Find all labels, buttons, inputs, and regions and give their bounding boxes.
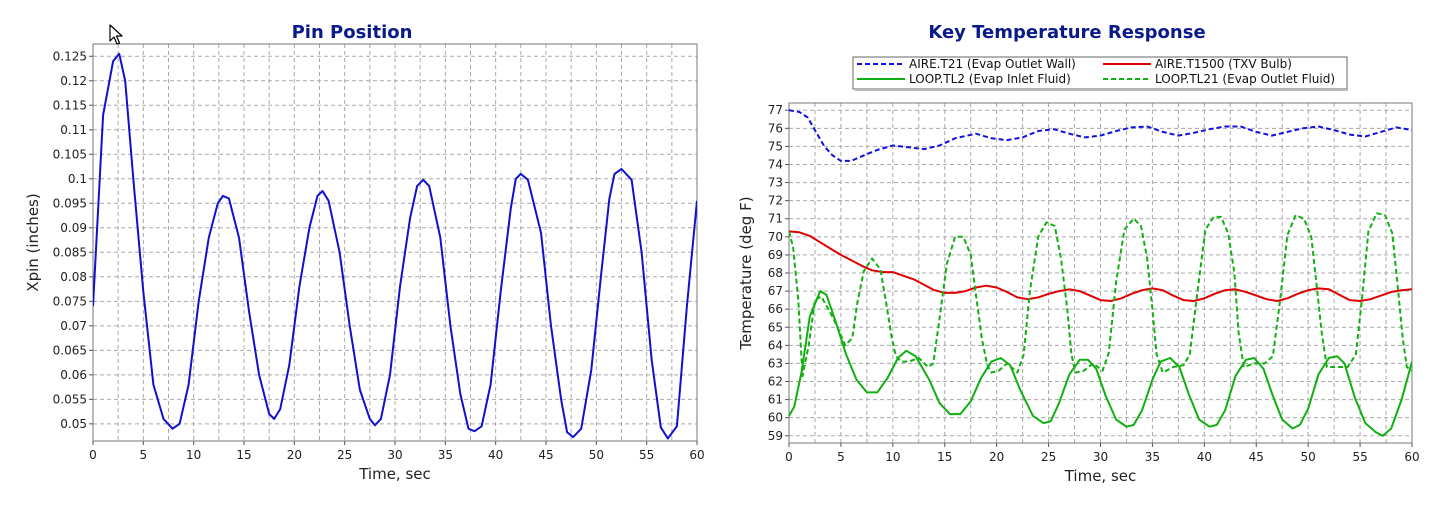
x-tick-label: 45 bbox=[1249, 450, 1264, 464]
x-tick-label: 5 bbox=[837, 450, 845, 464]
y-tick-label: 71 bbox=[768, 212, 783, 226]
y-tick-label: 75 bbox=[768, 139, 783, 153]
pin-position-chart: 0 5 10 15 20 25 30 35 40 45 50 55 60 0.05 0.055 0.06 0.0… bbox=[24, 22, 705, 483]
x-tick-label: 60 bbox=[689, 448, 704, 462]
y-tick-label: 0.095 bbox=[53, 196, 87, 210]
y-tick-label: 0.055 bbox=[53, 392, 87, 406]
y-tick-label: 69 bbox=[768, 248, 783, 262]
chart-title: Pin Position bbox=[292, 22, 413, 43]
y-tick-label: 0.08 bbox=[60, 270, 87, 284]
y-tick-label: 0.11 bbox=[60, 123, 87, 137]
x-tick-label: 10 bbox=[885, 450, 900, 464]
y-tick-label: 0.085 bbox=[53, 245, 87, 259]
y-tick-label: 67 bbox=[768, 284, 783, 298]
y-axis-label: Temperature (deg F) bbox=[737, 196, 755, 350]
y-tick-label: 0.12 bbox=[60, 74, 87, 88]
y-tick-label: 64 bbox=[768, 338, 783, 352]
y-tick-label: 0.09 bbox=[60, 221, 87, 235]
x-tick-label: 35 bbox=[438, 448, 453, 462]
y-tick-label: 0.115 bbox=[53, 98, 87, 112]
y-tick-label: 0.06 bbox=[60, 368, 87, 382]
y-tick-label: 68 bbox=[768, 266, 783, 280]
y-tick-label: 70 bbox=[768, 230, 783, 244]
series-line-aire-t21 bbox=[789, 109, 1412, 162]
y-tick-label: 0.05 bbox=[60, 417, 87, 431]
x-tick-label: 15 bbox=[937, 450, 952, 464]
x-tick-label: 30 bbox=[387, 448, 402, 462]
x-tick-label: 35 bbox=[1145, 450, 1160, 464]
x-tick-label: 60 bbox=[1404, 450, 1419, 464]
x-tick-label: 20 bbox=[989, 450, 1004, 464]
x-tick-label: 0 bbox=[89, 448, 97, 462]
x-tick-label: 50 bbox=[1301, 450, 1316, 464]
legend-label: LOOP.TL21 (Evap Outlet Fluid) bbox=[1155, 72, 1335, 86]
legend-label: LOOP.TL2 (Evap Inlet Fluid) bbox=[909, 72, 1071, 86]
x-tick-label: 50 bbox=[589, 448, 604, 462]
x-tick-label: 45 bbox=[538, 448, 553, 462]
x-tick-label: 15 bbox=[236, 448, 251, 462]
series-line-loop-tl2 bbox=[789, 290, 1412, 437]
legend-label: AIRE.T21 (Evap Outlet Wall) bbox=[909, 57, 1076, 71]
y-tick-label: 63 bbox=[768, 356, 783, 370]
x-tick-label: 55 bbox=[1352, 450, 1367, 464]
y-tick-label: 0.065 bbox=[53, 343, 87, 357]
series-line-loop-tl21 bbox=[789, 212, 1412, 378]
y-tick-label: 65 bbox=[768, 320, 783, 334]
x-tick-label: 25 bbox=[1041, 450, 1056, 464]
y-tick-label: 73 bbox=[768, 176, 783, 190]
x-tick-label: 5 bbox=[140, 448, 148, 462]
chart-title: Key Temperature Response bbox=[928, 22, 1205, 43]
legend: AIRE.T21 (Evap Outlet Wall) AIRE.T1500 (T… bbox=[852, 56, 1348, 91]
series-line-aire-t1500 bbox=[789, 230, 1412, 302]
y-tick-label: 0.075 bbox=[53, 294, 87, 308]
x-tick-label: 20 bbox=[287, 448, 302, 462]
y-tick-label: 77 bbox=[768, 103, 783, 117]
y-tick-label: 74 bbox=[768, 157, 783, 171]
y-tick-label: 0.07 bbox=[60, 319, 87, 333]
y-axis-label: Xpin (inches) bbox=[24, 193, 42, 291]
x-axis-label: Time, sec bbox=[1064, 467, 1137, 485]
legend-label: AIRE.T1500 (TXV Bulb) bbox=[1155, 57, 1292, 71]
y-tick-label: 76 bbox=[768, 121, 783, 135]
x-tick-label: 10 bbox=[186, 448, 201, 462]
x-tick-label: 0 bbox=[785, 450, 793, 464]
temperature-chart: 0 5 10 15 20 25 30 35 40 45 50 55 60 59 60 61 62 63 64 65 66… bbox=[737, 22, 1420, 485]
temperature-chart-panel: 0 5 10 15 20 25 30 35 40 45 50 55 60 59 60 61 62 63 64 65 66… bbox=[715, 0, 1433, 506]
y-tick-label: 62 bbox=[768, 375, 783, 389]
x-tick-label: 40 bbox=[488, 448, 503, 462]
x-tick-label: 40 bbox=[1197, 450, 1212, 464]
x-tick-label: 55 bbox=[639, 448, 654, 462]
y-tick-label: 72 bbox=[768, 194, 783, 208]
pin-position-chart-panel: 0 5 10 15 20 25 30 35 40 45 50 55 60 0.05 0.055 0.06 0.0… bbox=[0, 0, 715, 506]
x-tick-label: 30 bbox=[1093, 450, 1108, 464]
y-tick-label: 61 bbox=[768, 393, 783, 407]
x-tick-label: 25 bbox=[337, 448, 352, 462]
y-tick-label: 0.1 bbox=[68, 172, 87, 186]
series-line bbox=[93, 52, 697, 440]
y-tick-label: 60 bbox=[768, 411, 783, 425]
mouse-pointer-icon bbox=[109, 24, 123, 45]
y-tick-label: 0.105 bbox=[53, 147, 87, 161]
y-tick-label: 0.125 bbox=[53, 49, 87, 63]
y-tick-label: 59 bbox=[768, 429, 783, 443]
y-tick-label: 66 bbox=[768, 302, 783, 316]
x-axis-label: Time, sec bbox=[358, 465, 431, 483]
